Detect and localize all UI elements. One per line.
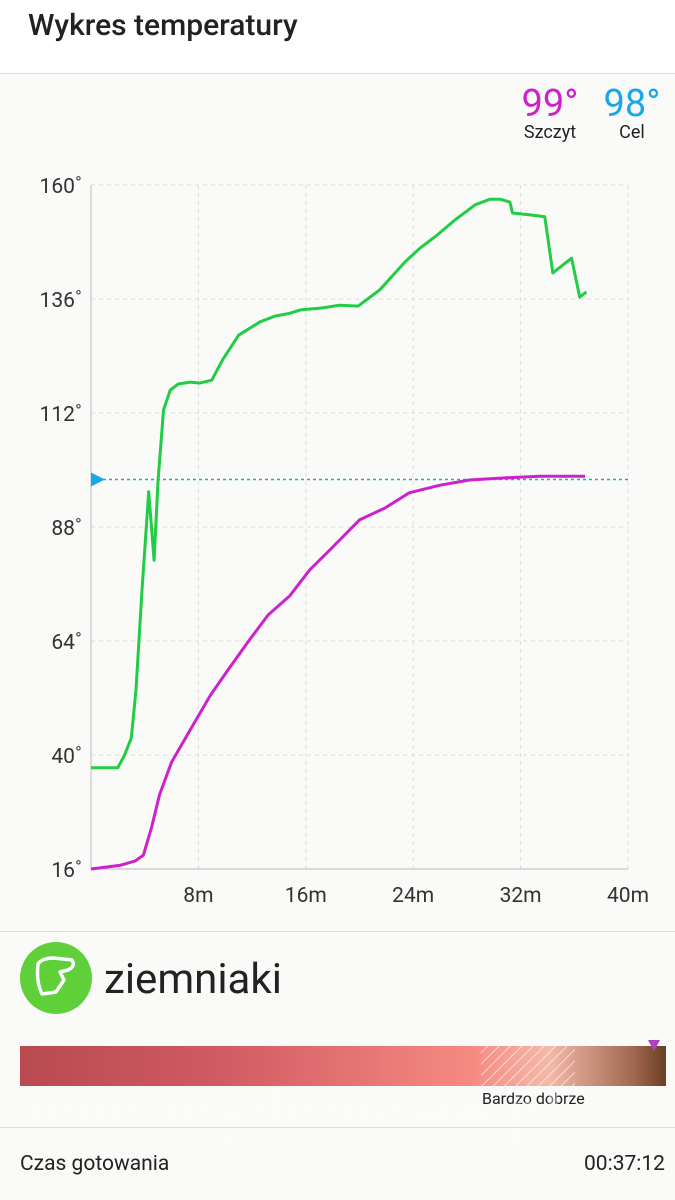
divider <box>0 1127 675 1128</box>
stat-peak: 99° Szczyt <box>505 82 595 143</box>
y-tick-label: 16˚ <box>51 859 82 883</box>
series-line <box>90 474 585 871</box>
header-bar <box>0 0 675 74</box>
food-icon <box>20 942 92 1014</box>
stat-value: 98° <box>603 82 661 126</box>
x-tick-label: 16m <box>285 884 327 908</box>
target-marker <box>91 472 105 487</box>
stat-value: 99° <box>521 82 579 126</box>
footer-label: Czas gotowania <box>20 1152 170 1176</box>
y-tick-label: 88˚ <box>51 517 82 541</box>
x-tick-label: 24m <box>392 884 434 908</box>
chart: 16˚ 40˚ 64˚ 88˚ 112˚ 136˚ 160˚ 8m 16m 24m 32m 40m <box>40 175 649 908</box>
food-name: ziemniaki <box>104 955 282 1004</box>
divider <box>0 931 675 932</box>
series-line <box>91 197 588 770</box>
y-tick-label: 160˚ <box>40 175 82 199</box>
stat-label: Cel <box>619 122 645 143</box>
footer-value: 00:37:12 <box>584 1152 665 1176</box>
x-tick-label: 32m <box>500 884 542 908</box>
stat-label: Szczyt <box>523 122 577 143</box>
doneness-bar <box>20 1040 666 1086</box>
x-tick-label: 40m <box>607 884 649 908</box>
page-title: Wykres temperatury <box>28 8 298 43</box>
watermark: wedlinydomowe.pl <box>30 1080 564 1148</box>
x-tick-label: 8m <box>183 884 213 908</box>
doneness-label: Bardzo dobrze <box>482 1089 585 1108</box>
stat-target: 98° Cel <box>587 82 675 143</box>
y-tick-label: 40˚ <box>51 745 82 769</box>
y-tick-label: 112˚ <box>40 403 82 427</box>
y-tick-label: 136˚ <box>40 289 82 313</box>
y-tick-label: 64˚ <box>51 631 82 655</box>
